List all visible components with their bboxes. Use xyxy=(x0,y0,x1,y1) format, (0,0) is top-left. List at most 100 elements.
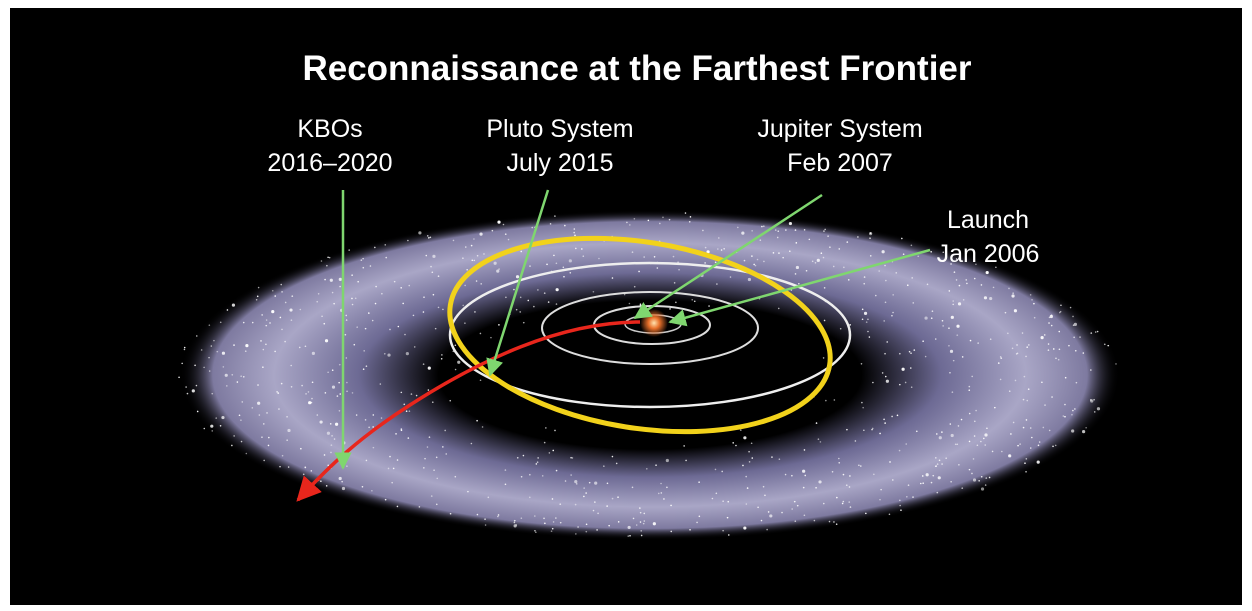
belt-object xyxy=(1083,352,1085,354)
belt-object xyxy=(574,235,576,237)
belt-object xyxy=(870,255,872,257)
belt-object xyxy=(423,363,425,365)
belt-object xyxy=(529,497,531,499)
belt-object xyxy=(922,482,924,484)
belt-object xyxy=(956,443,958,445)
belt-object xyxy=(978,480,980,482)
belt-object xyxy=(833,266,835,268)
belt-object xyxy=(311,398,313,400)
belt-object xyxy=(431,495,433,497)
belt-object xyxy=(428,389,430,391)
belt-object xyxy=(931,482,933,484)
belt-object xyxy=(261,436,263,438)
belt-object xyxy=(879,499,881,501)
belt-object xyxy=(746,503,748,505)
belt-object xyxy=(327,256,329,258)
belt-object xyxy=(388,468,390,470)
belt-object xyxy=(846,484,848,486)
belt-object xyxy=(607,482,609,484)
belt-object xyxy=(436,504,438,506)
belt-object xyxy=(1016,353,1018,355)
belt-object xyxy=(867,331,869,333)
belt-object xyxy=(483,253,485,255)
belt-object xyxy=(346,465,348,467)
belt-object xyxy=(798,283,800,285)
belt-object xyxy=(702,230,704,232)
belt-object xyxy=(648,220,650,222)
belt-object xyxy=(372,426,374,428)
belt-object xyxy=(1072,316,1074,318)
belt-object xyxy=(338,382,340,384)
belt-object xyxy=(471,443,473,445)
belt-object xyxy=(922,475,924,477)
belt-object xyxy=(263,460,265,462)
belt-object xyxy=(1048,322,1050,324)
belt-object xyxy=(626,222,628,224)
belt-object xyxy=(717,248,719,250)
diagram: Reconnaissance at the Farthest Frontier … xyxy=(0,0,1252,611)
belt-object xyxy=(1015,380,1017,382)
belt-object xyxy=(632,251,634,253)
belt-object xyxy=(670,531,672,533)
belt-object xyxy=(366,365,368,367)
belt-object xyxy=(505,483,507,485)
belt-object xyxy=(935,457,937,459)
belt-object xyxy=(1001,451,1003,453)
belt-object xyxy=(281,291,283,293)
belt-object xyxy=(356,326,358,328)
belt-object xyxy=(432,255,435,258)
belt-object xyxy=(958,302,961,305)
belt-object xyxy=(241,441,243,443)
belt-object xyxy=(747,487,749,489)
belt-object xyxy=(1051,325,1053,327)
belt-object xyxy=(1039,441,1041,443)
belt-object xyxy=(552,528,554,530)
belt-object xyxy=(771,456,773,458)
belt-object xyxy=(718,237,720,239)
belt-object xyxy=(241,401,243,403)
belt-object xyxy=(659,223,661,225)
belt-object xyxy=(351,274,353,276)
belt-object xyxy=(400,287,402,289)
belt-object xyxy=(480,283,482,285)
belt-object xyxy=(802,470,805,473)
belt-object xyxy=(1024,376,1026,378)
belt-object xyxy=(398,326,400,328)
belt-object xyxy=(966,283,968,285)
belt-object xyxy=(331,435,333,437)
belt-object xyxy=(846,241,848,243)
belt-object xyxy=(862,308,864,310)
belt-object xyxy=(523,455,525,457)
belt-object xyxy=(346,382,348,384)
belt-object xyxy=(973,458,975,460)
belt-object xyxy=(268,437,270,439)
belt-object xyxy=(243,376,245,378)
belt-object xyxy=(833,521,835,523)
belt-object xyxy=(464,322,466,324)
belt-object xyxy=(211,430,213,432)
belt-object xyxy=(1025,356,1027,358)
belt-object xyxy=(629,303,631,305)
belt-object xyxy=(362,486,364,488)
belt-object xyxy=(492,230,494,232)
belt-object xyxy=(243,322,245,324)
belt-object xyxy=(286,416,288,418)
belt-object xyxy=(848,279,850,281)
belt-object xyxy=(742,465,744,467)
belt-object xyxy=(948,327,950,329)
belt-object xyxy=(430,266,432,268)
belt-object xyxy=(563,266,565,268)
belt-object xyxy=(1059,348,1061,350)
belt-object xyxy=(975,410,977,412)
belt-object xyxy=(950,481,952,483)
belt-object xyxy=(872,382,874,384)
belt-object xyxy=(209,370,211,372)
belt-object xyxy=(1063,415,1065,417)
belt-object xyxy=(761,520,763,522)
belt-object xyxy=(534,530,536,532)
belt-object xyxy=(544,442,546,444)
belt-object xyxy=(836,523,838,525)
belt-object xyxy=(905,443,907,445)
belt-object xyxy=(462,305,464,307)
belt-object xyxy=(329,257,331,259)
